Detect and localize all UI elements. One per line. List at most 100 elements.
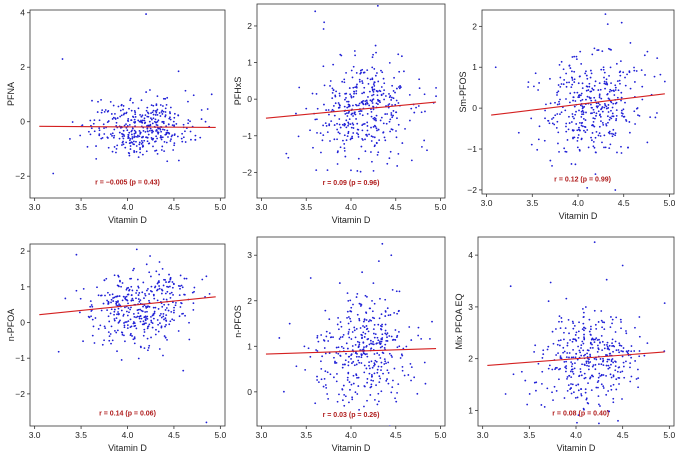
data-point [368, 343, 371, 346]
data-point [570, 121, 573, 123]
data-point [612, 401, 615, 404]
data-point [570, 368, 573, 371]
data-point [621, 114, 623, 117]
data-point [143, 322, 146, 325]
data-point [165, 298, 168, 301]
data-point [629, 42, 632, 44]
data-point [573, 136, 576, 139]
data-point [140, 115, 143, 118]
data-point [377, 100, 380, 102]
data-point [612, 361, 615, 364]
data-point [155, 135, 158, 138]
data-point [370, 126, 372, 129]
data-point [385, 122, 388, 125]
data-point [129, 308, 132, 311]
data-point [384, 310, 387, 313]
data-point [600, 310, 603, 312]
data-point [594, 368, 597, 371]
data-point [331, 91, 334, 94]
data-point [568, 374, 571, 377]
data-point [388, 335, 391, 337]
data-point [614, 132, 617, 135]
data-point [616, 96, 619, 99]
data-point [423, 93, 426, 96]
data-point [534, 72, 537, 75]
data-point [130, 332, 132, 335]
data-point [143, 139, 146, 142]
data-point [117, 105, 120, 108]
data-point [620, 112, 623, 114]
data-point [361, 129, 364, 132]
data-point [125, 310, 128, 313]
data-point [164, 292, 167, 295]
data-point [636, 368, 639, 371]
data-point [605, 364, 608, 367]
data-point [606, 410, 609, 412]
data-point [366, 101, 368, 104]
data-point [355, 355, 358, 358]
data-point [338, 123, 341, 126]
data-point [157, 280, 160, 282]
data-point [376, 342, 378, 345]
data-point [366, 378, 369, 380]
data-point [356, 340, 359, 343]
data-point [168, 117, 171, 120]
data-point [154, 114, 157, 116]
data-point [581, 105, 584, 108]
data-point [560, 320, 563, 323]
data-point [605, 105, 608, 108]
data-point [125, 321, 128, 323]
data-point [593, 125, 596, 128]
data-point [324, 384, 327, 386]
data-point [564, 327, 567, 330]
data-point [378, 354, 381, 356]
data-point [390, 128, 393, 131]
data-point [358, 408, 360, 411]
data-point [200, 109, 203, 111]
data-point [170, 311, 173, 313]
data-point [571, 113, 574, 115]
data-point [156, 108, 159, 111]
data-point [384, 298, 387, 301]
data-point [370, 383, 373, 386]
data-point [110, 298, 113, 301]
data-point [165, 320, 168, 322]
data-point [93, 342, 96, 344]
data-point [118, 295, 121, 297]
data-point [287, 156, 290, 159]
data-point [82, 287, 85, 290]
data-point [586, 186, 589, 189]
data-point [587, 89, 590, 91]
data-point [581, 82, 584, 85]
data-point [351, 331, 354, 333]
data-point [600, 334, 603, 337]
data-point [601, 106, 604, 108]
data-point [353, 326, 356, 329]
data-point [367, 330, 370, 333]
data-point [140, 136, 143, 139]
data-point [380, 69, 382, 72]
data-point [128, 152, 131, 155]
data-point [494, 66, 497, 69]
data-point [169, 296, 172, 299]
data-point [129, 318, 132, 321]
data-point [322, 134, 325, 137]
data-point [135, 292, 137, 294]
data-point [375, 89, 378, 92]
data-point [572, 356, 575, 359]
data-point [132, 322, 135, 325]
data-point [343, 124, 346, 127]
data-point [580, 344, 583, 347]
data-point [328, 332, 331, 335]
data-point [352, 303, 354, 306]
x-tick-label: 3.0 [29, 430, 41, 440]
data-point [583, 363, 586, 366]
data-point [133, 342, 136, 345]
data-point [164, 114, 167, 117]
data-point [123, 135, 126, 137]
data-point [377, 151, 380, 154]
data-point [608, 344, 611, 347]
data-point [368, 364, 370, 367]
